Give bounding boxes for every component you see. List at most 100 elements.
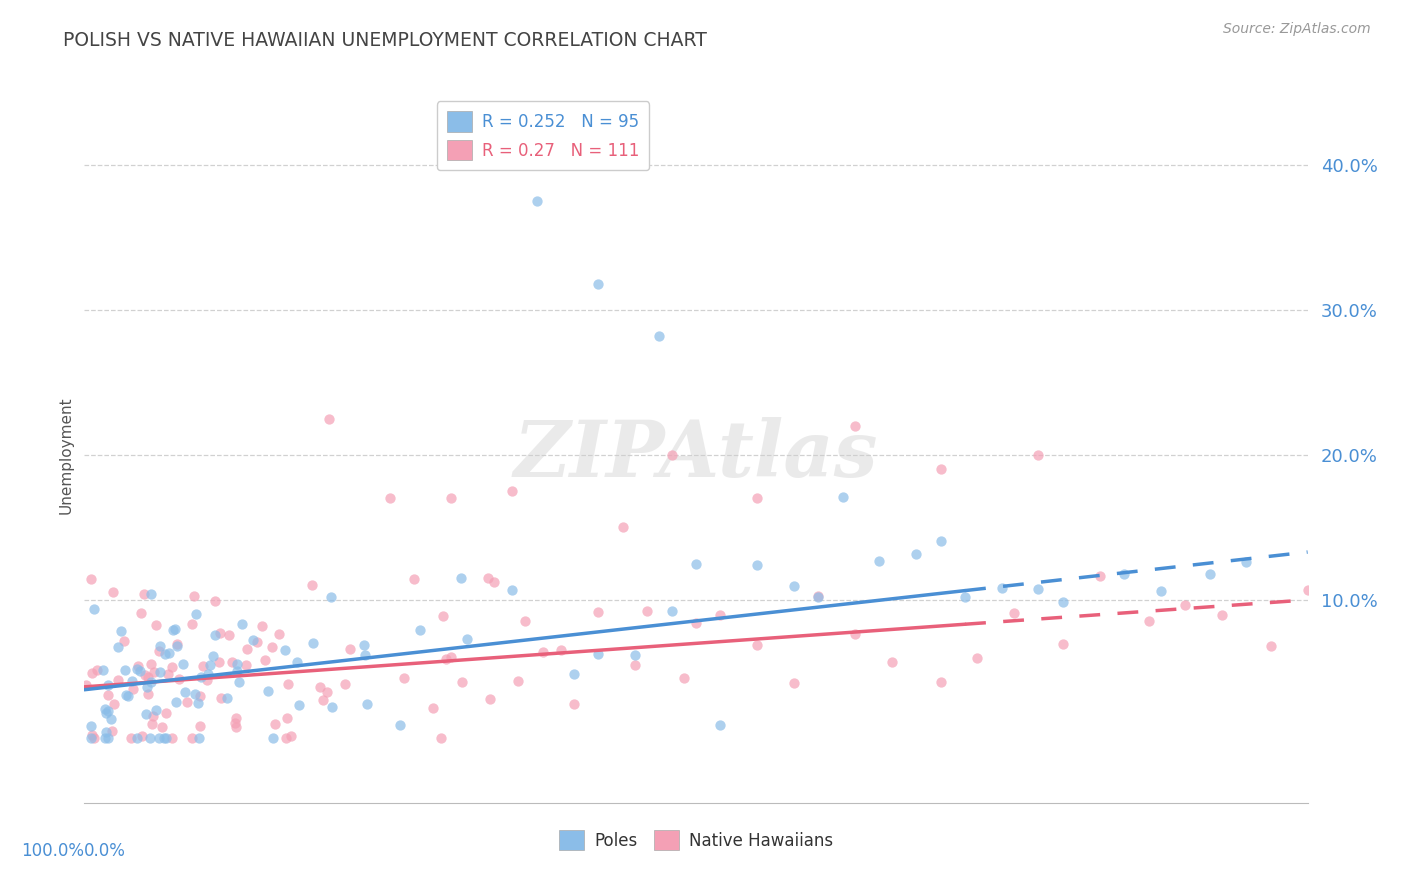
Point <box>141 675 163 690</box>
Point <box>309 681 332 695</box>
Point <box>166 637 188 651</box>
Point <box>451 675 474 690</box>
Point <box>747 491 769 506</box>
Point <box>422 700 444 714</box>
Legend: Poles, Native Hawaiians: Poles, Native Hawaiians <box>553 823 839 857</box>
Point <box>141 587 163 601</box>
Point <box>142 709 165 723</box>
Point <box>301 636 323 650</box>
Point <box>456 632 478 646</box>
Point <box>301 577 323 591</box>
Point <box>141 717 163 731</box>
Point <box>225 711 247 725</box>
Point <box>100 723 122 738</box>
Point <box>224 716 246 731</box>
Point <box>176 695 198 709</box>
Point <box>127 659 149 673</box>
Point <box>430 731 453 745</box>
Point <box>508 673 530 688</box>
Point <box>929 534 952 549</box>
Point <box>225 720 247 734</box>
Point <box>260 640 283 654</box>
Point <box>120 731 142 745</box>
Point <box>186 697 208 711</box>
Point <box>188 689 211 703</box>
Point <box>562 667 585 681</box>
Point <box>1028 582 1050 596</box>
Text: ZIPAtlas: ZIPAtlas <box>513 417 879 493</box>
Point <box>209 625 232 640</box>
Point <box>274 731 297 745</box>
Point <box>165 695 187 709</box>
Point <box>174 684 197 698</box>
Point <box>80 728 103 742</box>
Point <box>1211 608 1233 623</box>
Point <box>267 627 290 641</box>
Point <box>929 675 952 690</box>
Point <box>135 680 157 694</box>
Point <box>91 663 114 677</box>
Point <box>966 650 988 665</box>
Point <box>155 731 177 745</box>
Point <box>97 704 120 718</box>
Point <box>624 657 647 672</box>
Point <box>94 724 117 739</box>
Point <box>112 634 135 648</box>
Point <box>526 194 548 209</box>
Point <box>97 688 120 702</box>
Point <box>139 731 162 745</box>
Point <box>221 655 243 669</box>
Point <box>157 647 180 661</box>
Point <box>953 590 976 604</box>
Point <box>991 582 1014 596</box>
Point <box>586 605 609 619</box>
Point <box>661 448 683 462</box>
Point <box>225 664 247 678</box>
Text: POLISH VS NATIVE HAWAIIAN UNEMPLOYMENT CORRELATION CHART: POLISH VS NATIVE HAWAIIAN UNEMPLOYMENT C… <box>63 31 707 50</box>
Point <box>165 622 187 636</box>
Point <box>128 664 150 678</box>
Point <box>747 558 769 572</box>
Point <box>100 712 122 726</box>
Point <box>136 670 159 684</box>
Point <box>198 658 221 673</box>
Point <box>1052 637 1074 651</box>
Point <box>135 706 157 721</box>
Point <box>80 731 103 745</box>
Point <box>531 645 554 659</box>
Point <box>145 617 167 632</box>
Point <box>180 731 202 745</box>
Point <box>215 691 238 706</box>
Point <box>783 676 806 690</box>
Point <box>166 639 188 653</box>
Point <box>114 688 136 702</box>
Point <box>96 706 118 720</box>
Point <box>218 628 240 642</box>
Point <box>1137 614 1160 628</box>
Point <box>404 572 426 586</box>
Point <box>204 594 226 608</box>
Point <box>502 583 524 598</box>
Point <box>264 717 287 731</box>
Point <box>155 706 177 720</box>
Point <box>204 628 226 642</box>
Point <box>929 462 952 476</box>
Point <box>187 731 209 745</box>
Point <box>139 657 162 671</box>
Point <box>143 665 166 679</box>
Point <box>127 731 149 745</box>
Point <box>354 648 377 662</box>
Point <box>807 590 830 604</box>
Point <box>1002 607 1025 621</box>
Point <box>172 657 194 672</box>
Point <box>450 571 472 585</box>
Point <box>356 697 378 711</box>
Point <box>316 685 339 699</box>
Point <box>114 663 136 677</box>
Point <box>562 697 585 711</box>
Point <box>134 587 156 601</box>
Point <box>550 643 572 657</box>
Point <box>1296 582 1319 597</box>
Point <box>321 699 343 714</box>
Point <box>1088 569 1111 583</box>
